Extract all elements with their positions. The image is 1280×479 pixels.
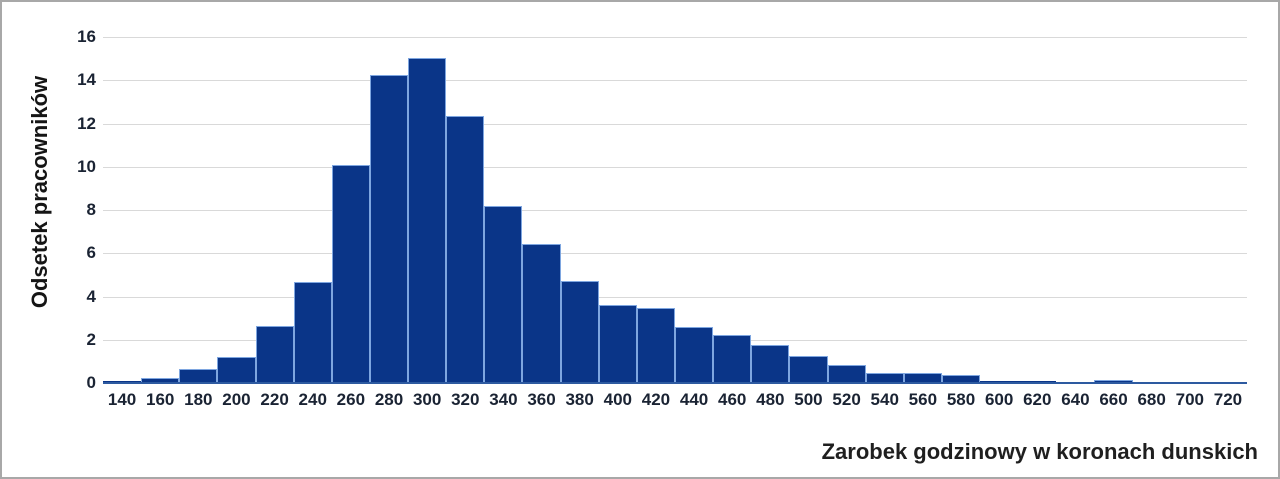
x-tick-label-140: 140 (107, 390, 137, 409)
y-tick-label-6: 6 (86, 243, 96, 263)
x-tick-label-720: 720 (1213, 390, 1243, 409)
x-tick-label-200: 200 (222, 390, 251, 409)
x-tick-label-700: 700 (1175, 390, 1204, 409)
x-tick-label-640: 640 (1061, 390, 1090, 409)
bar-380 (560, 281, 599, 383)
bar-240 (293, 282, 332, 383)
x-tick-label-400: 400 (603, 390, 632, 409)
x-tick-label-320: 320 (451, 390, 480, 409)
bar-600 (980, 380, 1019, 383)
x-tick-label-380: 380 (565, 390, 594, 409)
bar-280 (369, 74, 409, 383)
y-tick-label-14: 14 (77, 70, 96, 90)
bar-620 (1018, 380, 1057, 383)
bar-480 (751, 345, 790, 383)
x-tick-label-300: 300 (412, 390, 442, 409)
gridline-y-12 (103, 123, 1247, 125)
bar-520 (827, 364, 866, 383)
y-tick-label-12: 12 (77, 113, 96, 133)
x-tick-label-280: 280 (374, 390, 404, 409)
bar-320 (446, 115, 485, 383)
x-tick-label-580: 580 (946, 390, 976, 409)
x-axis-title: Zarobek godzinowy w koronach dunskich (821, 439, 1258, 464)
x-tick-label-660: 660 (1099, 390, 1128, 409)
x-tick-label-480: 480 (756, 390, 785, 409)
x-tick-label-620: 620 (1023, 390, 1052, 409)
bar-500 (789, 355, 828, 383)
bar-420 (636, 308, 675, 383)
x-tick-label-540: 540 (870, 390, 899, 409)
x-tick-label-340: 340 (489, 390, 518, 409)
gridline-y-14 (103, 80, 1247, 82)
y-tick-label-2: 2 (86, 329, 96, 349)
bar-220 (255, 325, 294, 383)
bar-260 (331, 164, 370, 383)
x-tick-label-600: 600 (984, 390, 1014, 409)
gridline-y-8 (103, 210, 1247, 211)
gridline-y-10 (103, 166, 1247, 168)
x-tick-label-680: 680 (1137, 390, 1166, 409)
bar-460 (713, 335, 752, 383)
y-tick-label-8: 8 (86, 200, 96, 219)
gridline-y-6 (103, 253, 1247, 255)
x-tick-label-500: 500 (794, 390, 823, 409)
y-tick-label-10: 10 (77, 156, 96, 176)
x-tick-label-440: 440 (679, 390, 709, 409)
x-tick-label-220: 220 (260, 390, 289, 409)
bar-200 (217, 357, 256, 383)
bar-140 (103, 380, 142, 383)
x-tick-label-520: 520 (832, 390, 861, 409)
x-tick-label-240: 240 (298, 390, 327, 409)
y-tick-label-0: 0 (86, 373, 96, 392)
x-tick-label-180: 180 (184, 390, 213, 409)
y-tick-label-4: 4 (86, 286, 96, 306)
bar-340 (484, 205, 523, 383)
bar-440 (675, 326, 714, 383)
x-tick-label-160: 160 (146, 390, 175, 409)
x-tick-label-360: 360 (527, 390, 556, 409)
x-axis-line (103, 382, 1247, 384)
x-tick-label-420: 420 (641, 390, 671, 409)
bar-400 (598, 305, 637, 383)
x-tick-label-260: 260 (336, 390, 366, 409)
x-tick-label-460: 460 (718, 390, 747, 409)
bar-300 (408, 57, 447, 383)
gridline-y-16 (103, 37, 1247, 38)
y-tick-label-16: 16 (77, 27, 96, 46)
x-tick-label-560: 560 (908, 390, 938, 409)
bar-180 (179, 368, 218, 383)
gridline-y-4 (103, 296, 1247, 298)
bar-360 (522, 243, 561, 383)
